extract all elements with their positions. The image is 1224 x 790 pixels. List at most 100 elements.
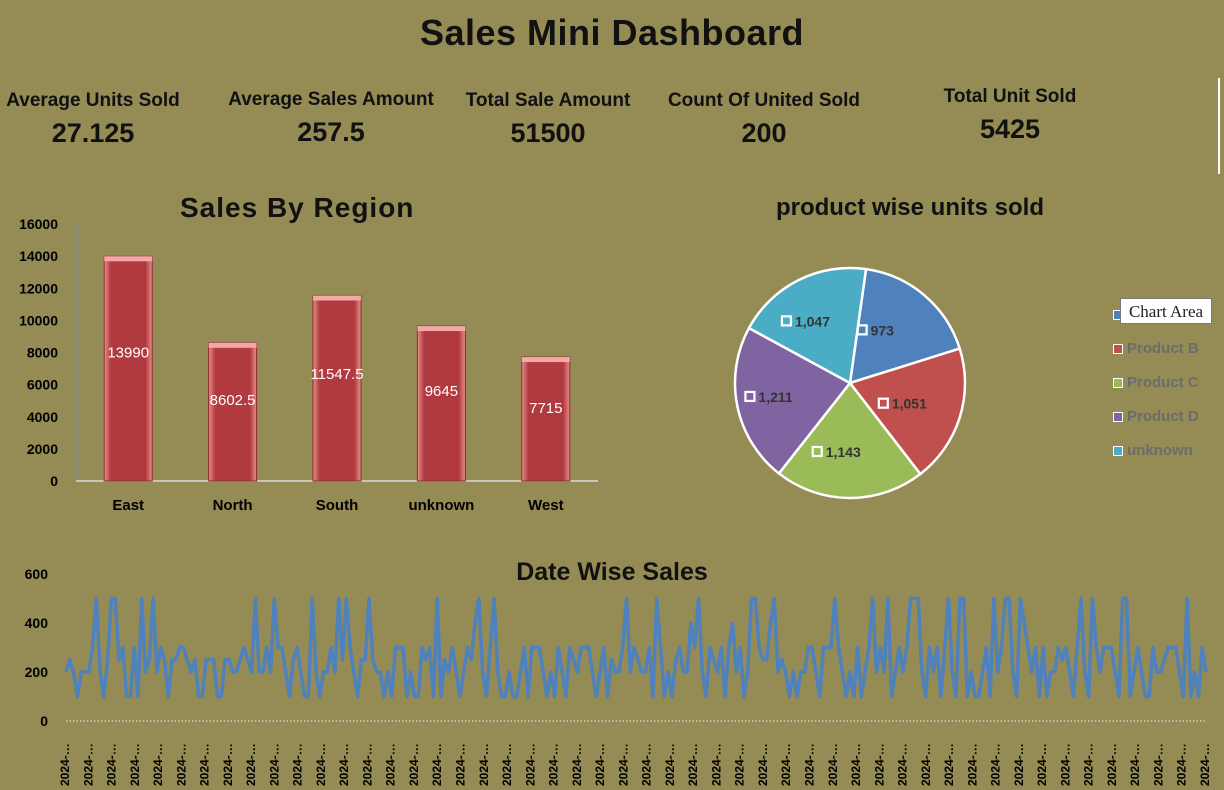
kpi-value: 200 <box>741 118 787 148</box>
x-tick-label: 2024-… <box>128 743 142 786</box>
legend-item[interactable]: unknown <box>1113 442 1193 459</box>
x-tick-label: 2024-… <box>198 743 212 786</box>
bar-chart-title: Sales By Region <box>180 192 415 223</box>
x-tick-label: 2024-… <box>593 743 607 786</box>
x-tick-label: 2024-… <box>267 743 281 786</box>
bar-cap <box>521 357 570 363</box>
x-tick-label: 2024-… <box>407 743 421 786</box>
x-tick-label: 2024-… <box>686 743 700 786</box>
y-tick-label: 8000 <box>27 345 58 361</box>
pie-slice <box>848 267 962 385</box>
x-tick-label: 2024-… <box>640 743 654 786</box>
x-tick-label: 2024-… <box>547 743 561 786</box>
kpi-label: Total Sale Amount <box>465 90 631 111</box>
bar-data-label: 7715 <box>529 400 562 417</box>
x-tick-label: 2024-… <box>221 743 235 786</box>
y-tick-label: 4000 <box>27 409 58 425</box>
bar <box>312 295 362 482</box>
kpi-average-sales-amount: Average Sales Amount 257.5 <box>224 89 438 148</box>
kpi-label: Average Sales Amount <box>228 89 434 110</box>
bar-data-label: 9645 <box>425 383 458 400</box>
x-tick-label: 2024-… <box>151 743 165 786</box>
y-tick-label: 600 <box>25 566 49 582</box>
x-tick-label: 2024-… <box>1105 743 1119 786</box>
x-tick-label: 2024-… <box>570 743 584 786</box>
x-tick-label: 2024-… <box>105 743 119 786</box>
y-tick-label: 10000 <box>19 312 58 328</box>
kpi-average-units-sold: Average Units Sold 27.125 <box>4 90 182 149</box>
pie-chart-title: product wise units sold <box>775 194 1045 221</box>
x-tick-label: West <box>528 497 564 514</box>
bar <box>416 325 466 482</box>
pie-chart[interactable]: 973 1,051 1,143 1,211 1,047 <box>720 255 980 515</box>
legend-swatch <box>1113 412 1123 423</box>
x-tick-label: 2024-… <box>314 743 328 786</box>
x-tick-label: 2024-… <box>616 743 630 786</box>
y-tick-label: 2000 <box>27 441 58 457</box>
y-tick-label: 6000 <box>27 377 58 393</box>
y-tick-label: 14000 <box>19 248 58 264</box>
legend-item[interactable]: Product B <box>1113 340 1199 357</box>
x-tick-label: 2024-… <box>477 743 491 786</box>
x-tick-label: 2024-… <box>896 743 910 786</box>
x-tick-label: 2024-… <box>733 743 747 786</box>
x-tick-label: 2024-… <box>826 743 840 786</box>
pie-data-label: 1,051 <box>892 396 927 412</box>
x-tick-label: 2024-… <box>1175 743 1189 786</box>
bar <box>103 255 153 482</box>
x-tick-label: 2024-… <box>872 743 886 786</box>
legend-label: unknown <box>1127 442 1193 459</box>
legend-item[interactable]: Product D <box>1113 408 1199 425</box>
x-tick-label: 2024-… <box>81 743 95 786</box>
pie-label-marker <box>811 445 823 458</box>
x-tick-label: 2024-… <box>942 743 956 786</box>
x-tick-label: 2024-… <box>756 743 770 786</box>
bar <box>521 356 571 482</box>
x-tick-label: 2024-… <box>849 743 863 786</box>
sales-line <box>64 596 1208 699</box>
x-tick-label: 2024-… <box>1012 743 1026 786</box>
kpi-label: Average Units Sold <box>6 90 180 111</box>
x-tick-label: 2024-… <box>58 743 72 786</box>
pie-label-marker <box>877 397 889 409</box>
x-tick-label: 2024-… <box>1058 743 1072 786</box>
x-tick-label: North <box>213 497 253 514</box>
x-tick-label: 2024-… <box>779 743 793 786</box>
legend-swatch <box>1113 344 1123 355</box>
legend-item[interactable]: Product C <box>1113 374 1199 391</box>
legend-label: Product C <box>1127 374 1199 391</box>
pie-data-label: 1,143 <box>826 444 861 460</box>
kpi-value: 257.5 <box>297 117 365 147</box>
x-tick-label: East <box>112 497 144 514</box>
y-tick-label: 16000 <box>19 216 58 232</box>
x-tick-label: 2024-… <box>384 743 398 786</box>
x-tick-label: 2024-… <box>500 743 514 786</box>
x-tick-label: 2024-… <box>709 743 723 786</box>
x-tick-label: 2024-… <box>919 743 933 786</box>
y-tick-label: 400 <box>25 615 49 631</box>
x-tick-label: 2024-… <box>337 743 351 786</box>
legend-swatch <box>1113 446 1123 457</box>
kpi-value: 51500 <box>510 118 586 148</box>
y-tick-label: 0 <box>40 713 48 729</box>
bar-chart[interactable]: 0 2000 4000 6000 8000 10000 12000 14000 16000 139… <box>0 215 620 520</box>
kpi-label: Count Of United Sold <box>667 90 861 111</box>
line-chart[interactable]: 0 200 400 600 2024-… 2024-… 2024-… 2024-… 2024-…… <box>0 560 1224 790</box>
pie-label-marker <box>780 315 793 327</box>
pie-data-label: 1,047 <box>795 313 830 329</box>
x-tick-label: 2024-… <box>1128 743 1142 786</box>
x-tick-label: unknown <box>408 497 474 514</box>
x-tick-label: 2024-… <box>174 743 188 786</box>
x-tick-label: 2024-… <box>1152 743 1166 786</box>
x-tick-label: 2024-… <box>965 743 979 786</box>
kpi-value: 5425 <box>979 114 1041 144</box>
x-tick-label: 2024-… <box>663 743 677 786</box>
x-tick-label: 2024-… <box>1082 743 1096 786</box>
kpi-count-of-united-sold: Count Of United Sold 200 <box>662 90 866 149</box>
kpi-total-unit-sold: Total Unit Sold 5425 <box>930 86 1090 145</box>
x-tick-label: 2024-… <box>454 743 468 786</box>
x-tick-label: 2024-… <box>360 743 374 786</box>
x-tick-label: 2024-… <box>244 743 258 786</box>
kpi-value: 27.125 <box>51 118 135 148</box>
bar-data-label: 8602.5 <box>210 392 256 409</box>
